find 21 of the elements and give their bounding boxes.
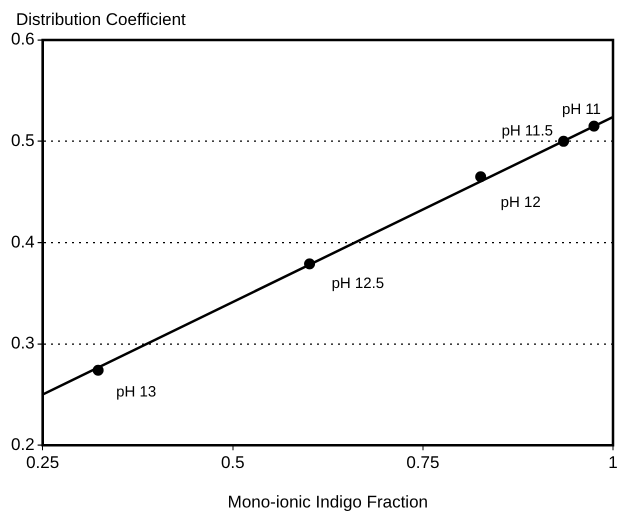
y-tick-label: 0.2 (10, 434, 35, 454)
x-tick-label: 0.25 (26, 453, 60, 472)
y-tick-label: 0.5 (10, 130, 35, 150)
annotation: pH 12.5 (332, 275, 384, 292)
point (304, 258, 316, 270)
annotation: pH 11 (562, 101, 601, 118)
point (588, 120, 600, 132)
point (92, 364, 104, 376)
y-tick-label: 0.3 (10, 334, 35, 353)
x-tick-label: 0.75 (406, 453, 440, 472)
y-tick-label: 0.4 (10, 232, 35, 252)
annotation: pH 13 (116, 383, 156, 400)
x-axis-title: Mono-ionic Indigo Fraction (228, 492, 428, 512)
x-tick-label: 1 (608, 453, 618, 472)
point (558, 136, 570, 147)
annotation: pH 11.5 (502, 122, 554, 140)
x-tick-label: 0.5 (220, 453, 245, 472)
y-tick-label: 0.6 (10, 30, 35, 49)
point (475, 171, 486, 182)
y-axis-title: Distribution Coefficient (16, 10, 186, 30)
annotation: pH 12 (500, 194, 541, 211)
